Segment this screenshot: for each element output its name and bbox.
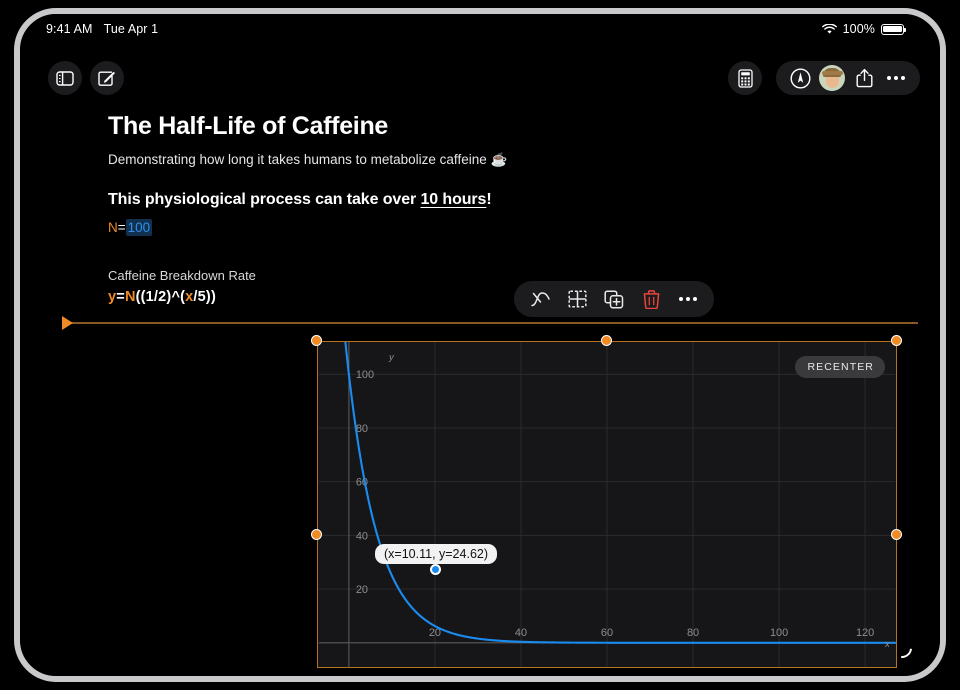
compose-button[interactable] xyxy=(90,61,124,95)
svg-text:40: 40 xyxy=(356,530,368,542)
delete-button[interactable] xyxy=(633,282,669,316)
svg-text:80: 80 xyxy=(356,423,368,435)
trash-icon xyxy=(643,289,659,309)
screen: 9:41 AM Tue Apr 1 100% xyxy=(20,14,940,676)
device-frame: 9:41 AM Tue Apr 1 100% xyxy=(14,8,946,682)
svg-text:80: 80 xyxy=(687,627,699,639)
equation-caption: Caffeine Breakdown Rate xyxy=(108,268,256,283)
status-bar-left: 9:41 AM Tue Apr 1 xyxy=(46,22,158,36)
duplicate-icon xyxy=(604,289,624,309)
avatar-button[interactable] xyxy=(817,63,847,93)
point-tooltip: (x=10.11, y=24.62) xyxy=(375,544,498,564)
battery-percent: 100% xyxy=(842,22,875,36)
resize-handle-middle-left[interactable] xyxy=(311,529,322,540)
status-bar: 9:41 AM Tue Apr 1 100% xyxy=(20,14,940,44)
subtitle: Demonstrating how long it takes humans t… xyxy=(108,152,508,167)
more-ellipsis-icon xyxy=(886,76,906,80)
x-axis-letter: x xyxy=(885,639,890,650)
recenter-button[interactable]: RECENTER xyxy=(795,356,885,378)
bold-statement-underlined: 10 hours xyxy=(420,191,487,208)
bold-statement: This physiological process can take over… xyxy=(108,191,940,209)
top-toolbar xyxy=(20,58,940,102)
chart-frame: 20 40 60 80 100 120 20 40 60 80 100 y x RECENTER (… xyxy=(317,341,897,668)
chart-object[interactable]: 20 40 60 80 100 120 20 40 60 80 100 y x RECENTER (… xyxy=(311,335,902,668)
svg-text:100: 100 xyxy=(356,369,374,381)
bold-statement-suffix: ! xyxy=(486,191,492,208)
battery-icon xyxy=(881,23,907,35)
resize-handle-middle-right[interactable] xyxy=(891,529,902,540)
resize-handle-top-left[interactable] xyxy=(311,335,322,346)
equation-expression[interactable]: y=N((1/2)^(x/5)) xyxy=(108,289,940,305)
calculator-icon xyxy=(737,68,753,88)
grid-icon xyxy=(567,290,587,308)
variable-assignment[interactable]: N= 100 xyxy=(108,219,940,236)
markup-pen-icon xyxy=(789,67,811,89)
more-ellipsis-icon xyxy=(678,297,698,301)
status-date: Tue Apr 1 xyxy=(103,22,159,36)
point-handle[interactable] xyxy=(430,564,441,575)
status-bar-right: 100% xyxy=(821,22,907,36)
resize-handle-top-center[interactable] xyxy=(601,335,612,346)
equation-body-end: /5)) xyxy=(193,289,216,305)
bold-statement-prefix: This physiological process can take over xyxy=(108,191,421,208)
svg-text:20: 20 xyxy=(429,627,441,639)
equation-lhs: y xyxy=(108,289,117,305)
status-time: 9:41 AM xyxy=(46,22,93,36)
equation-body: ((1/2)^( xyxy=(135,289,186,305)
sidebar-toggle-button[interactable] xyxy=(48,61,82,95)
svg-text:20: 20 xyxy=(356,584,368,596)
share-icon xyxy=(856,68,872,88)
resize-handle-top-right[interactable] xyxy=(891,335,902,346)
compose-icon xyxy=(98,71,115,86)
share-button[interactable] xyxy=(849,63,879,93)
sidebar-icon xyxy=(56,70,74,86)
duplicate-button[interactable] xyxy=(596,282,632,316)
equation-equals: = xyxy=(116,289,125,305)
insertion-marker-triangle[interactable] xyxy=(62,316,73,330)
svg-text:60: 60 xyxy=(601,627,613,639)
svg-text:40: 40 xyxy=(515,627,527,639)
insertion-line xyxy=(64,322,918,324)
toolbar-group xyxy=(776,61,920,95)
y-axis-letter: y xyxy=(389,352,394,363)
variable-value[interactable]: 100 xyxy=(125,219,153,236)
variable-name: N xyxy=(108,220,118,235)
equation-fn-name: N xyxy=(124,289,136,305)
function-curve-button[interactable] xyxy=(522,282,558,316)
more-button[interactable] xyxy=(881,63,911,93)
avatar xyxy=(819,65,845,91)
markup-button[interactable] xyxy=(785,63,815,93)
wifi-icon xyxy=(821,22,837,35)
edit-toolbar-more-button[interactable] xyxy=(670,282,706,316)
document-body: The Half-Life of Caffeine Demonstrating … xyxy=(20,110,940,305)
function-curve-icon xyxy=(530,292,550,307)
page-title: The Half-Life of Caffeine xyxy=(108,112,389,140)
object-edit-toolbar xyxy=(514,281,714,317)
variable-equals: = xyxy=(117,220,126,235)
grid-button[interactable] xyxy=(559,282,595,316)
calculator-button[interactable] xyxy=(728,61,762,95)
svg-text:100: 100 xyxy=(770,627,788,639)
equation-var-x: x xyxy=(185,289,194,305)
svg-text:120: 120 xyxy=(856,627,874,639)
